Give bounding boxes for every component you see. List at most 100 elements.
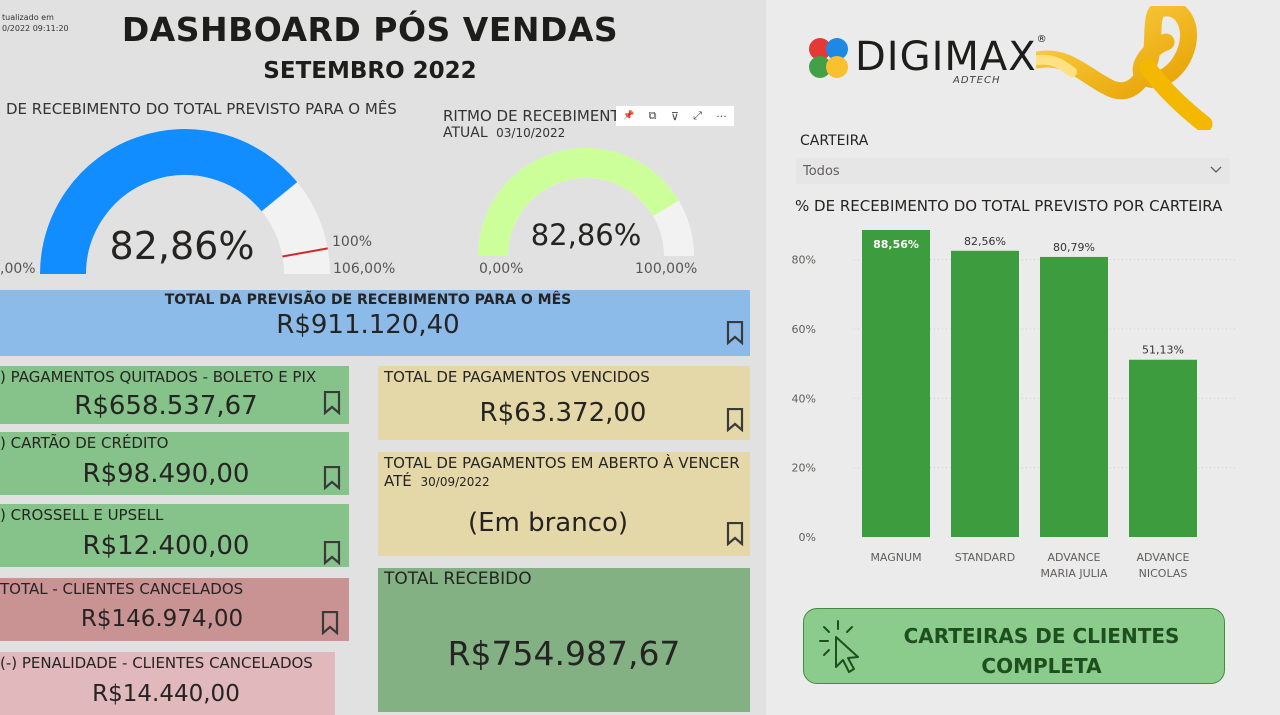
last-updated-text: tualizado em 0/2022 09:11:20: [2, 12, 69, 34]
x-tick-label: NICOLAS: [1139, 567, 1188, 580]
page-subtitle: SETEMBRO 2022: [263, 58, 477, 84]
copy-icon[interactable]: ⧉: [648, 109, 657, 122]
digimax-logo-subtext: ADTECH: [953, 75, 1001, 86]
bar[interactable]: [862, 229, 930, 537]
total-received-card[interactable]: TOTAL RECEBIDO R$754.987,67: [378, 568, 750, 712]
slicer-carteira-label: CARTEIRA: [800, 133, 869, 149]
crossell-card-value: R$12.400,00: [82, 531, 250, 561]
gauge-main-title: DE RECEBIMENTO DO TOTAL PREVISTO PARA O …: [6, 100, 397, 118]
cancelled-card[interactable]: TOTAL - CLIENTES CANCELADOS R$146.974,00: [0, 578, 349, 641]
gauge-main-min-label: ,00%: [0, 261, 36, 277]
gauge-main-target-marker: [282, 247, 328, 258]
open-payments-card-title-line1: TOTAL DE PAGAMENTOS EM ABERTO À VENCER: [384, 454, 740, 472]
visual-header-toolbar: 📌 ⧉ ⊽ ⤢ ···: [616, 106, 734, 126]
more-options-icon[interactable]: ···: [716, 109, 727, 123]
cta-label: CARTEIRAS DE CLIENTES COMPLETA: [859, 621, 1224, 681]
data-label: 80,79%: [1053, 241, 1095, 254]
gauge-rhythm[interactable]: [470, 140, 702, 260]
gauge-rhythm-min-label: 0,00%: [479, 261, 524, 277]
gauge-rhythm-max-label: 100,00%: [635, 261, 698, 277]
gauge-rhythm-date: 03/10/2022: [496, 126, 566, 140]
last-updated-line1: tualizado em: [2, 13, 54, 22]
gauge-rhythm-title-prefix: ATUAL: [443, 125, 488, 141]
open-payments-date: 30/09/2022: [420, 475, 490, 489]
cancelled-card-value: R$146.974,00: [80, 606, 244, 632]
y-tick-label: 20%: [792, 462, 816, 475]
credit-card-card[interactable]: ) CARTÃO DE CRÉDITO R$98.490,00: [0, 432, 349, 495]
y-tick-label: 0%: [799, 531, 816, 544]
penalty-card-title: (-) PENALIDADE - CLIENTES CANCELADOS: [0, 654, 313, 672]
carteiras-completa-button[interactable]: CARTEIRAS DE CLIENTES COMPLETA: [803, 608, 1225, 684]
bookmark-icon[interactable]: [726, 522, 744, 546]
paid-card-value: R$658.537,67: [74, 391, 258, 421]
total-received-card-value: R$754.987,67: [447, 634, 681, 673]
total-received-card-title: TOTAL RECEBIDO: [384, 569, 532, 589]
data-label: 82,56%: [964, 235, 1006, 248]
x-tick-label: MAGNUM: [870, 551, 921, 564]
crossell-card-title: ) CROSSELL E UPSELL: [0, 506, 164, 524]
page-title: DASHBOARD PÓS VENDAS: [121, 10, 619, 49]
gauge-main[interactable]: [20, 124, 350, 284]
open-payments-card[interactable]: TOTAL DE PAGAMENTOS EM ABERTO À VENCER A…: [378, 452, 750, 556]
gauge-rhythm-fill: [478, 148, 679, 257]
digimax-logo-icon: [809, 38, 848, 78]
gauge-main-target-label: 100%: [332, 234, 373, 250]
y-tick-label: 60%: [792, 323, 816, 336]
gauge-rhythm-value: 82,86%: [530, 218, 642, 252]
click-cursor-icon: [819, 620, 859, 673]
y-tick-label: 80%: [792, 254, 816, 267]
forecast-card-value: R$911.120,40: [276, 310, 460, 340]
gauge-main-max-label: 106,00%: [333, 261, 396, 277]
digimax-logo-text: DIGIMAX®: [855, 34, 1048, 80]
cta-label-line1: CARTEIRAS DE CLIENTES: [903, 624, 1180, 648]
open-payments-card-title-line2: ATÉ 30/09/2022: [384, 472, 490, 490]
slicer-carteira-value: Todos: [803, 164, 840, 179]
gauge-main-fill: [40, 129, 298, 275]
bar[interactable]: [951, 250, 1019, 537]
x-tick-label: ADVANCE: [1047, 551, 1100, 564]
gauge-main-value: 82,86%: [109, 224, 255, 268]
pin-icon[interactable]: 📌: [623, 111, 635, 121]
chart-title: % DE RECEBIMENTO DO TOTAL PREVISTO POR C…: [795, 197, 1223, 215]
penalty-card-value: R$14.440,00: [92, 681, 240, 707]
credit-card-card-title: ) CARTÃO DE CRÉDITO: [0, 434, 169, 452]
bookmark-icon[interactable]: [323, 541, 341, 565]
digimax-logo-wordmark: DIGIMAX: [855, 34, 1037, 80]
data-label: 51,13%: [1142, 344, 1184, 357]
cancelled-card-title: TOTAL - CLIENTES CANCELADOS: [0, 580, 244, 598]
data-label: 88,56%: [873, 238, 919, 251]
focus-mode-icon[interactable]: ⤢: [693, 109, 702, 122]
bookmark-icon[interactable]: [726, 321, 744, 345]
overdue-card[interactable]: TOTAL DE PAGAMENTOS VENCIDOS R$63.372,00: [378, 366, 750, 440]
x-tick-label: MARIA JULIA: [1040, 567, 1108, 580]
penalty-card[interactable]: (-) PENALIDADE - CLIENTES CANCELADOS R$1…: [0, 652, 335, 715]
forecast-card-title: TOTAL DA PREVISÃO DE RECEBIMENTO PARA O …: [164, 292, 572, 308]
paid-card-title: ) PAGAMENTOS QUITADOS - BOLETO E PIX: [0, 368, 317, 386]
paid-card[interactable]: ) PAGAMENTOS QUITADOS - BOLETO E PIX R$6…: [0, 366, 349, 424]
credit-card-card-value: R$98.490,00: [82, 459, 250, 489]
last-updated-line2: 0/2022 09:11:20: [2, 24, 69, 33]
overdue-card-title: TOTAL DE PAGAMENTOS VENCIDOS: [384, 368, 650, 386]
yellow-ribbon-icon: [1036, 6, 1213, 130]
bar[interactable]: [1040, 256, 1108, 537]
cta-label-line2: COMPLETA: [981, 654, 1102, 678]
overdue-card-value: R$63.372,00: [479, 398, 647, 428]
chevron-down-icon[interactable]: [1210, 166, 1222, 174]
open-payments-title-prefix: ATÉ: [384, 472, 412, 490]
bookmark-icon[interactable]: [323, 466, 341, 490]
y-tick-label: 40%: [792, 392, 816, 405]
slicer-carteira-dropdown[interactable]: Todos: [796, 158, 1230, 184]
x-tick-label: ADVANCE: [1136, 551, 1189, 564]
bookmark-icon[interactable]: [321, 611, 339, 635]
forecast-card[interactable]: TOTAL DA PREVISÃO DE RECEBIMENTO PARA O …: [0, 290, 750, 356]
registered-mark: ®: [1036, 34, 1048, 45]
filter-icon[interactable]: ⊽: [670, 109, 679, 123]
bookmark-icon[interactable]: [323, 391, 341, 415]
gauge-rhythm-title-line1: RITMO DE RECEBIMENT: [443, 107, 620, 125]
bar-chart-carteira[interactable]: 0% 20% 40% 60% 80% 88,56% MAGNUM 82,56% STANDARD…: [766, 220, 1246, 590]
gauge-rhythm-title-line2: ATUAL 03/10/2022: [443, 125, 565, 141]
crossell-card[interactable]: ) CROSSELL E UPSELL R$12.400,00: [0, 504, 349, 567]
bar[interactable]: [1129, 359, 1197, 537]
bookmark-icon[interactable]: [726, 408, 744, 432]
